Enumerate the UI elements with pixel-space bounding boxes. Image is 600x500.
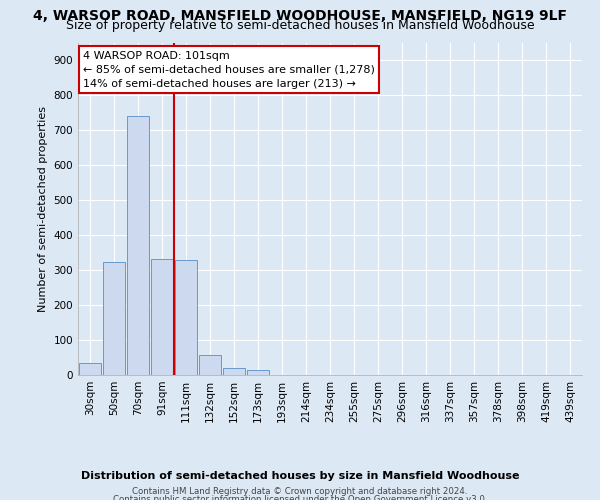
Text: 4, WARSOP ROAD, MANSFIELD WOODHOUSE, MANSFIELD, NG19 9LF: 4, WARSOP ROAD, MANSFIELD WOODHOUSE, MAN…: [33, 9, 567, 23]
Bar: [79, 363, 101, 375]
Text: 4 WARSOP ROAD: 101sqm
← 85% of semi-detached houses are smaller (1,278)
14% of s: 4 WARSOP ROAD: 101sqm ← 85% of semi-deta…: [83, 51, 375, 89]
Text: Contains public sector information licensed under the Open Government Licence v3: Contains public sector information licen…: [113, 495, 487, 500]
Text: Distribution of semi-detached houses by size in Mansfield Woodhouse: Distribution of semi-detached houses by …: [81, 471, 519, 481]
Y-axis label: Number of semi-detached properties: Number of semi-detached properties: [38, 106, 48, 312]
Bar: [103, 262, 125, 375]
Bar: [223, 368, 245, 375]
Bar: [199, 355, 221, 375]
Bar: [127, 116, 149, 375]
Bar: [151, 259, 173, 375]
Bar: [247, 370, 269, 375]
Text: Contains HM Land Registry data © Crown copyright and database right 2024.: Contains HM Land Registry data © Crown c…: [132, 488, 468, 496]
Text: Size of property relative to semi-detached houses in Mansfield Woodhouse: Size of property relative to semi-detach…: [65, 19, 535, 32]
Bar: [175, 260, 197, 375]
